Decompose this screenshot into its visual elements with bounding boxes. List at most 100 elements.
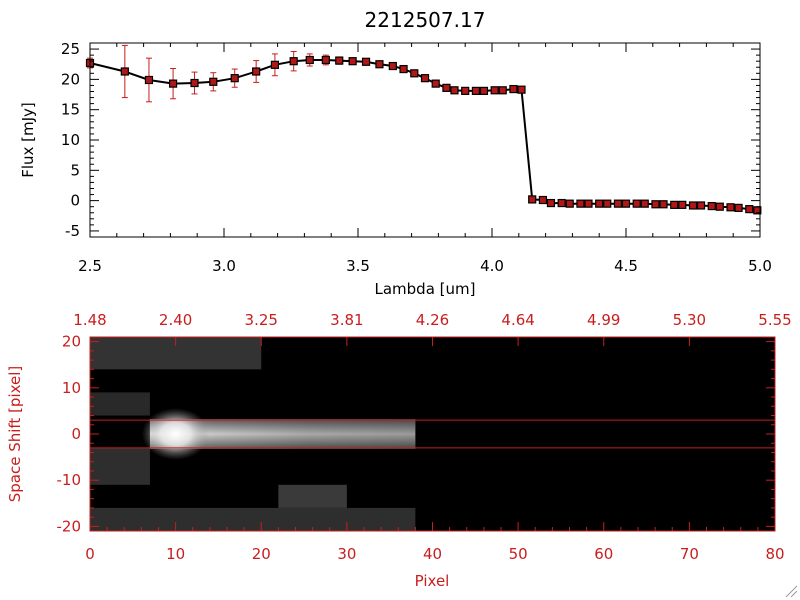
data-point — [168, 79, 178, 88]
data-point — [442, 83, 451, 92]
spectrum-plot: 2212507.17 2.5 3.0 3.5 4.0 4.5 5.0-5051015202… — [19, 8, 772, 298]
data-point — [335, 56, 344, 65]
data-point — [538, 195, 548, 205]
data-point — [230, 74, 239, 83]
y-tick-label: 15 — [61, 101, 80, 119]
data-point — [305, 55, 314, 65]
data-point — [190, 78, 199, 88]
noise-patch — [90, 447, 150, 485]
trace-peak — [141, 408, 210, 460]
x-tick-label: 70 — [680, 545, 699, 563]
extraction-window-lines — [90, 419, 775, 449]
data-point — [640, 199, 649, 208]
data-point — [209, 77, 218, 86]
data-point — [621, 199, 631, 208]
x-tick-label: 60 — [594, 545, 613, 563]
data-point — [707, 201, 716, 211]
noise-patch — [278, 484, 347, 508]
data-point — [734, 203, 743, 212]
data-point — [498, 86, 507, 95]
x-tick-label: 10 — [166, 545, 185, 563]
y-tick-label: -10 — [57, 471, 82, 489]
data-point — [321, 55, 330, 65]
data-point — [715, 202, 724, 211]
data-point — [557, 198, 566, 208]
spectral-trace — [141, 408, 416, 460]
top-tick-label: 5.30 — [673, 311, 706, 329]
y-tick-label: -5 — [65, 222, 80, 240]
data-point — [490, 86, 499, 95]
data-point — [670, 200, 679, 209]
y-tick-label: 20 — [61, 70, 80, 88]
data-point — [678, 200, 687, 209]
x-tick-label: 5.0 — [748, 257, 772, 275]
data-point — [289, 57, 298, 66]
x-tick-label: 40 — [423, 545, 442, 563]
data-point — [528, 195, 537, 204]
spectrum-image-plot: 0 10 20 30 40 50 60 70 80 1.48 2.40 3.25 3.81 4.26 4.6… — [6, 311, 792, 590]
x-tick-label: 3.5 — [346, 257, 370, 275]
data-point — [399, 64, 408, 74]
spectrum-axes: 2.5 3.0 3.5 4.0 4.5 5.0 -5 0 5 10 15 20 25 — [61, 40, 772, 275]
y-tick-label: 0 — [71, 425, 81, 443]
x-tick-label: 30 — [337, 545, 356, 563]
data-point — [584, 199, 593, 208]
top-tick-label: 4.26 — [416, 311, 449, 329]
data-point — [546, 198, 556, 208]
data-point — [603, 199, 612, 208]
data-point — [431, 79, 440, 88]
data-point — [595, 199, 604, 208]
top-tick-label: 4.99 — [587, 311, 620, 329]
image-y-axis-label: Space Shift [pixel] — [6, 366, 24, 503]
top-tick-label: 5.55 — [758, 311, 791, 329]
data-point — [688, 201, 698, 210]
y-tick-label: 5 — [70, 161, 80, 179]
y-tick-label: -20 — [57, 517, 82, 535]
resize-grip[interactable] — [785, 585, 798, 598]
y-tick-label: 10 — [61, 131, 80, 149]
spectrum-marks — [85, 44, 762, 215]
data-point — [696, 201, 706, 210]
image-x-axis-label: Pixel — [415, 572, 450, 590]
x-tick-label: 4.5 — [614, 257, 638, 275]
data-point — [461, 86, 470, 95]
flux-series-line — [89, 59, 758, 212]
data-point — [388, 61, 397, 71]
data-point — [348, 57, 357, 66]
x-tick-label: 0 — [85, 545, 95, 563]
data-point — [517, 85, 526, 94]
y-tick-label: 0 — [70, 192, 80, 210]
noise-patch — [90, 392, 150, 416]
image-axes: 0 10 20 30 40 50 60 70 80 1.48 2.40 3.25 3.81 4.26 4.6… — [57, 311, 792, 563]
data-point — [613, 199, 623, 208]
spectrum-image — [90, 337, 775, 531]
data-point — [450, 86, 459, 95]
data-point — [632, 199, 641, 208]
data-point — [745, 205, 754, 214]
top-tick-label: 1.48 — [73, 311, 106, 329]
y-tick-label: 25 — [61, 40, 80, 58]
top-tick-label: 3.81 — [330, 311, 363, 329]
spectrum-y-axis-label: Flux [mJy] — [19, 102, 37, 178]
x-tick-label: 4.0 — [480, 257, 504, 275]
data-point — [509, 84, 518, 94]
noise-patch — [90, 507, 416, 531]
data-point — [565, 199, 574, 208]
spectrum-x-axis-label: Lambda [um] — [375, 280, 476, 298]
top-tick-label: 3.25 — [245, 311, 278, 329]
data-point — [120, 67, 129, 76]
x-tick-label: 80 — [765, 545, 784, 563]
data-point — [471, 86, 481, 95]
data-point — [361, 57, 371, 66]
data-point — [410, 69, 419, 78]
top-tick-label: 4.64 — [501, 311, 534, 329]
data-point — [252, 67, 261, 76]
data-point — [144, 75, 154, 85]
x-tick-label: 50 — [509, 545, 528, 563]
x-tick-label: 2.5 — [78, 257, 102, 275]
data-point — [576, 199, 585, 208]
y-tick-label: 10 — [62, 379, 81, 397]
data-point — [375, 60, 384, 69]
data-point — [479, 86, 489, 95]
